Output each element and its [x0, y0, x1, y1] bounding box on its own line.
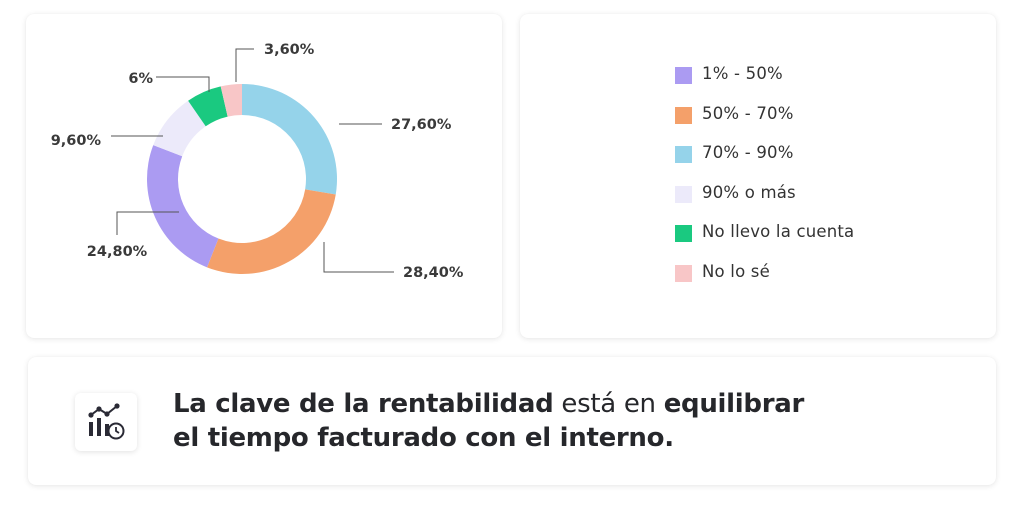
data-label-1: 24,80%: [87, 244, 148, 260]
legend-swatch-2: [675, 106, 692, 124]
legend-item-2: 50% - 70%: [675, 104, 854, 144]
legend-item-6: No lo sé: [675, 262, 854, 302]
note-icon-box: [75, 393, 137, 451]
data-label-5: 6%: [128, 71, 153, 87]
donut-slice-3: [242, 84, 337, 195]
donut-chart: 27,60% 28,40% 24,80% 9,60% 6% 3,60%: [51, 42, 464, 281]
leader-line-5: [156, 76, 210, 92]
legend-item-1: 1% - 50%: [675, 64, 854, 104]
legend-swatch-4: [675, 185, 692, 203]
donut-slice-2: [207, 189, 336, 274]
note-text: La clave de la rentabilidad está en equi…: [173, 387, 893, 455]
legend-label-1: 1% - 50%: [702, 64, 783, 83]
chart-legend: 1% - 50% 50% - 70% 70% - 90% 90% o más No ll…: [675, 64, 854, 301]
note-text-regular: está en: [553, 389, 664, 419]
data-label-2: 28,40%: [403, 265, 464, 281]
leader-line-6: [235, 48, 254, 82]
leader-line-1: [116, 211, 179, 235]
legend-swatch-5: [675, 225, 692, 242]
legend-swatch-6: [675, 264, 692, 282]
donut-slice-1: [147, 145, 219, 268]
data-label-3: 27,60%: [391, 117, 452, 133]
data-label-6: 3,60%: [264, 42, 315, 58]
note-text-line-2: el tiempo facturado con el interno.: [173, 423, 674, 453]
legend-label-5: No llevo la cuenta: [702, 222, 855, 241]
legend-swatch-1: [675, 67, 692, 84]
legend-card: 1% - 50% 50% - 70% 70% - 90% 90% o más No ll…: [520, 14, 996, 338]
legend-label-3: 70% - 90%: [702, 143, 794, 162]
donut-slice-5: [188, 86, 228, 127]
data-label-4: 9,60%: [51, 133, 102, 149]
legend-item-5: No llevo la cuenta: [675, 222, 854, 262]
legend-label-6: No lo sé: [702, 261, 770, 281]
donut-slice-4: [153, 100, 206, 157]
leader-line-2: [323, 242, 394, 273]
legend-item-3: 70% - 90%: [675, 143, 854, 183]
donut-slice-6: [220, 84, 242, 117]
legend-label-4: 90% o más: [702, 182, 796, 202]
legend-swatch-3: [675, 146, 692, 163]
chart-card: 27,60% 28,40% 24,80% 9,60% 6% 3,60%: [26, 14, 502, 338]
note-card: La clave de la rentabilidad está en equi…: [28, 357, 996, 485]
legend-label-2: 50% - 70%: [702, 103, 794, 123]
analytics-clock-icon: [88, 403, 125, 440]
note-text-bold-1: La clave de la rentabilidad: [173, 389, 554, 419]
legend-item-4: 90% o más: [675, 183, 854, 223]
note-text-bold-2: equilibrar: [663, 389, 805, 419]
